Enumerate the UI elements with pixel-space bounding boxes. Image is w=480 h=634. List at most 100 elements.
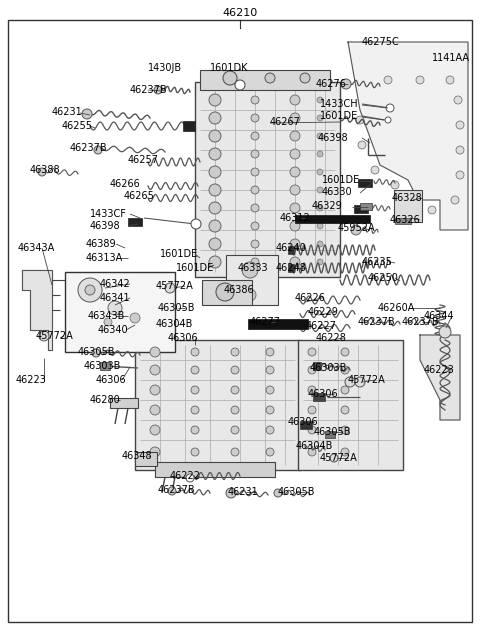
Text: 46237B: 46237B (402, 317, 440, 327)
Text: 46276: 46276 (316, 79, 347, 89)
Circle shape (317, 133, 323, 139)
Text: 46210: 46210 (222, 8, 258, 18)
Text: 46255: 46255 (62, 121, 93, 131)
Circle shape (266, 426, 274, 434)
Text: 46227: 46227 (306, 321, 337, 331)
Circle shape (251, 114, 259, 122)
Circle shape (308, 426, 316, 434)
Text: 1433CF: 1433CF (90, 209, 127, 219)
Circle shape (150, 425, 160, 435)
Text: 46326: 46326 (390, 215, 421, 225)
Circle shape (384, 76, 392, 84)
Circle shape (290, 131, 300, 141)
Circle shape (209, 94, 221, 106)
Circle shape (290, 185, 300, 195)
Circle shape (317, 205, 323, 211)
Circle shape (345, 377, 355, 387)
Circle shape (209, 112, 221, 124)
Circle shape (82, 109, 92, 119)
Text: 46228: 46228 (316, 333, 347, 343)
Circle shape (266, 366, 274, 374)
Circle shape (416, 76, 424, 84)
Text: 46266: 46266 (110, 179, 141, 189)
Text: 46340: 46340 (98, 325, 129, 335)
Circle shape (244, 289, 256, 301)
Text: 46250: 46250 (368, 273, 399, 283)
Text: 46223: 46223 (16, 375, 47, 385)
Circle shape (341, 348, 349, 356)
Circle shape (290, 221, 300, 231)
Text: 45772A: 45772A (36, 331, 74, 341)
Text: 46328: 46328 (392, 193, 423, 203)
Bar (394, 190, 422, 222)
Text: 1433CH: 1433CH (320, 99, 359, 109)
Circle shape (150, 405, 160, 415)
Text: 46257: 46257 (128, 155, 159, 165)
Circle shape (191, 348, 199, 356)
Bar (300, 421, 312, 429)
Bar (325, 431, 335, 438)
Text: 46313A: 46313A (86, 253, 123, 263)
Circle shape (358, 141, 366, 149)
Text: 46240: 46240 (276, 243, 307, 253)
Circle shape (290, 167, 300, 177)
Circle shape (191, 448, 199, 456)
Circle shape (209, 220, 221, 232)
Circle shape (356, 116, 364, 124)
Circle shape (186, 474, 194, 482)
Text: 46344: 46344 (424, 311, 455, 321)
Circle shape (85, 285, 95, 295)
Circle shape (371, 166, 379, 174)
Circle shape (231, 406, 239, 414)
Circle shape (317, 97, 323, 103)
Text: 46306: 46306 (308, 389, 338, 399)
Circle shape (251, 222, 259, 230)
Circle shape (351, 225, 361, 235)
Bar (200, 70, 330, 90)
Bar (288, 264, 294, 272)
Circle shape (391, 181, 399, 189)
Bar (358, 179, 372, 187)
Circle shape (242, 262, 258, 278)
Bar (313, 393, 325, 401)
Text: 46306: 46306 (168, 333, 199, 343)
Circle shape (308, 348, 316, 356)
Text: 46237B: 46237B (130, 85, 168, 95)
Text: 46305B: 46305B (78, 347, 116, 357)
Circle shape (308, 386, 316, 394)
Text: 1601DE: 1601DE (176, 263, 214, 273)
Circle shape (223, 71, 237, 85)
Circle shape (266, 386, 274, 394)
Circle shape (209, 130, 221, 142)
Circle shape (231, 426, 239, 434)
Circle shape (209, 256, 221, 268)
Circle shape (251, 168, 259, 176)
Circle shape (308, 366, 316, 374)
Circle shape (317, 169, 323, 175)
Text: 46386: 46386 (224, 285, 254, 295)
Circle shape (341, 448, 349, 456)
Circle shape (209, 184, 221, 196)
Circle shape (454, 96, 462, 104)
Text: 46304B: 46304B (296, 441, 334, 451)
Circle shape (150, 385, 160, 395)
Text: 46306: 46306 (288, 417, 319, 427)
Circle shape (150, 365, 160, 375)
Circle shape (411, 191, 419, 199)
Circle shape (341, 79, 351, 89)
Bar (135, 340, 300, 470)
Circle shape (317, 151, 323, 157)
Circle shape (251, 132, 259, 140)
Circle shape (251, 204, 259, 212)
Text: 46333: 46333 (238, 263, 269, 273)
Text: 46226: 46226 (295, 293, 326, 303)
Circle shape (308, 448, 316, 456)
Polygon shape (22, 270, 52, 350)
Text: 46235: 46235 (362, 257, 393, 267)
Text: 45772A: 45772A (156, 281, 194, 291)
Bar (65, 272, 175, 352)
Text: 46265: 46265 (124, 191, 155, 201)
Text: 46237B: 46237B (158, 485, 196, 495)
Circle shape (191, 406, 199, 414)
Circle shape (317, 115, 323, 121)
